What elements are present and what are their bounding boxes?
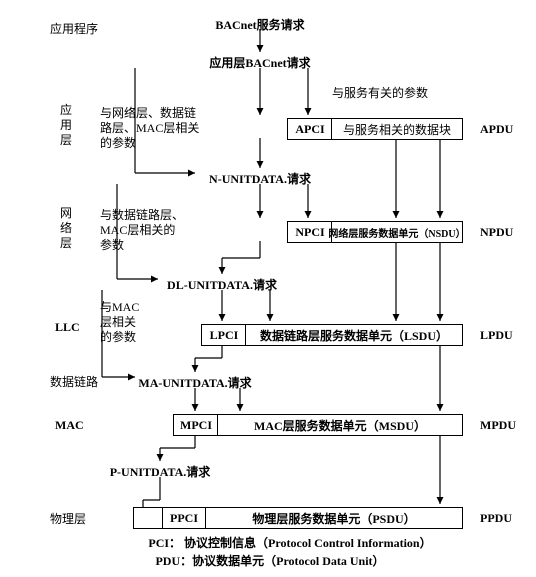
params-app: 与网络层、数据链路层、MAC层相关的参数: [100, 106, 199, 151]
params-llc: 与MAC层相关的参数: [100, 300, 139, 345]
nsdu-box: 网络层服务数据单元（NSDU）: [331, 221, 463, 243]
ppci-box: PPCI: [161, 507, 207, 529]
lsdu-box: 数据链路层服务数据单元（LSDU）: [245, 324, 463, 346]
rl-lpdu: LPDU: [480, 328, 513, 343]
layer-llc: LLC: [55, 320, 80, 335]
phy-leadin-box: [133, 507, 163, 529]
req-top1: 应用层BACnet请求: [209, 54, 310, 71]
layer-dl: 数据链路: [50, 373, 98, 390]
mpci-box: MPCI: [173, 414, 219, 436]
apdu-box: 与服务相关的数据块: [331, 118, 463, 140]
req-top0: BACnet服务请求: [215, 16, 304, 33]
svc-params: 与服务有关的参数: [332, 84, 428, 101]
rl-apdu: APDU: [480, 122, 513, 137]
layer-app-prog: 应用程序: [50, 20, 98, 37]
psdu-box: 物理层服务数据单元（PSDU）: [205, 507, 463, 529]
req-p: P-UNITDATA.请求: [110, 463, 211, 480]
npci-box: NPCI: [287, 221, 333, 243]
req-dl: DL-UNITDATA.请求: [167, 276, 277, 293]
rl-mpdu: MPDU: [480, 418, 516, 433]
layer-net: 网络层: [60, 206, 72, 251]
apci-box: APCI: [287, 118, 333, 140]
msdu-box: MAC层服务数据单元（MSDU）: [217, 414, 463, 436]
layer-app: 应用层: [60, 103, 72, 148]
rl-npdu: NPDU: [480, 225, 513, 240]
layer-mac: MAC: [55, 418, 84, 433]
req-n: N-UNITDATA.请求: [209, 170, 311, 187]
rl-ppdu: PPDU: [480, 511, 512, 526]
req-ma: MA-UNITDATA.请求: [138, 374, 251, 391]
legend-pdu: PDU：协议数据单元（Protocol Data Unit）: [155, 552, 384, 569]
lpci-box: LPCI: [201, 324, 247, 346]
layer-phy: 物理层: [50, 510, 86, 527]
params-net: 与数据链路层、MAC层相关的参数: [100, 208, 184, 253]
legend-pci: PCI： 协议控制信息（Protocol Control Information…: [148, 534, 431, 551]
